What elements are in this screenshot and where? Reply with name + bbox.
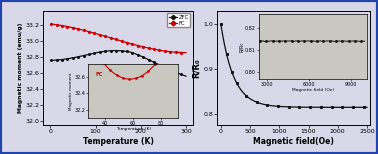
- X-axis label: Temperature (K): Temperature (K): [83, 137, 153, 146]
- Legend: ZFC, FC: ZFC, FC: [167, 13, 190, 27]
- Y-axis label: Magnetic moment (emu/g): Magnetic moment (emu/g): [17, 23, 23, 113]
- Y-axis label: R/R₀: R/R₀: [192, 58, 201, 78]
- X-axis label: Magnetic field(Oe): Magnetic field(Oe): [254, 137, 334, 146]
